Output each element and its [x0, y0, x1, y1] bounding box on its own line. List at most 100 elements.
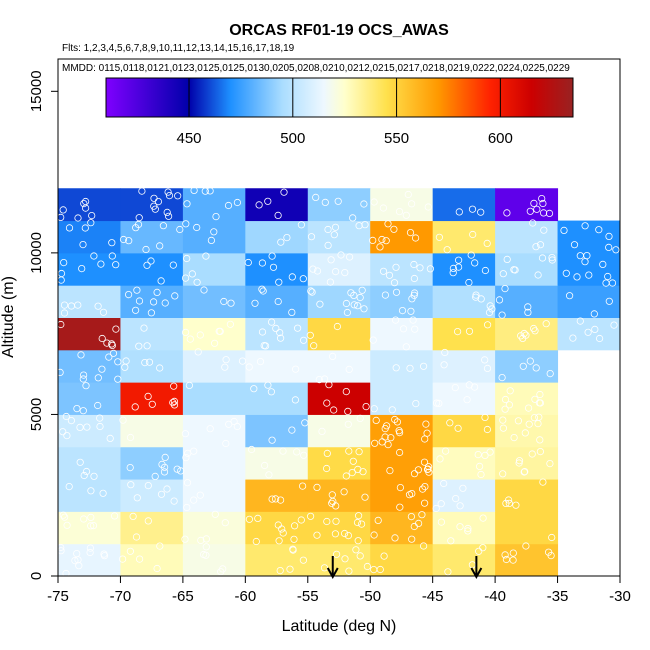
sample-point [536, 436, 544, 444]
sample-point [486, 448, 494, 456]
heatmap-cell [495, 285, 559, 318]
sample-point [183, 503, 191, 512]
sample-point [173, 465, 181, 473]
heatmap-cell [495, 511, 559, 545]
heatmap-cell [370, 382, 434, 415]
heatmap-cell [245, 446, 309, 480]
sample-point [412, 399, 420, 408]
x-tick-label: -65 [172, 588, 194, 605]
sample-point [374, 516, 382, 525]
sample-point [463, 396, 471, 404]
sample-point [197, 536, 205, 545]
sample-point [141, 358, 149, 367]
sample-point [358, 286, 366, 294]
sample-point [548, 256, 556, 264]
sample-point [595, 226, 603, 234]
dates-label: MMDD: 0115,0118,0121,0123,0125,0125,0130… [62, 63, 570, 74]
sample-point [545, 209, 554, 217]
sample-point [272, 324, 280, 332]
sample-point [548, 254, 556, 262]
sample-point [109, 349, 118, 357]
sample-point [425, 468, 433, 476]
sample-point [169, 261, 177, 269]
sample-point [328, 491, 336, 499]
x-tick-label: -70 [110, 588, 132, 605]
sample-point [196, 491, 204, 499]
sample-point [59, 511, 67, 519]
sample-point [147, 257, 155, 265]
sample-point [73, 404, 81, 413]
sample-point [370, 405, 378, 413]
heatmap-cell [245, 188, 309, 222]
sample-point [393, 418, 401, 426]
heatmap-cell [370, 252, 434, 286]
sample-point [576, 317, 584, 325]
heatmap-cell [307, 285, 371, 318]
sample-point [98, 334, 106, 343]
sample-point [360, 305, 368, 313]
sample-point [539, 478, 547, 486]
sample-point [573, 273, 581, 281]
sample-point [182, 328, 190, 336]
sample-point [82, 467, 91, 476]
sample-point [170, 382, 178, 390]
heatmap-cell [58, 285, 121, 318]
sample-point [392, 288, 401, 296]
sample-point [144, 481, 152, 490]
sample-point [423, 429, 431, 437]
heatmap-cell [182, 479, 246, 512]
y-tick-label: 0 [28, 572, 45, 580]
sample-point [312, 193, 320, 201]
sample-point [369, 336, 377, 344]
sample-point [316, 300, 324, 308]
sample-point [546, 459, 554, 468]
sample-point [144, 517, 152, 525]
sample-point [359, 468, 367, 476]
sample-point [604, 272, 612, 281]
sample-point [345, 447, 353, 455]
sample-point [63, 521, 71, 529]
location-arrows [326, 556, 483, 580]
sample-point [372, 416, 380, 424]
sample-point [548, 533, 556, 542]
sample-point [477, 470, 485, 479]
heatmap-cell [307, 543, 371, 577]
sample-point [477, 295, 485, 303]
sample-point [505, 401, 513, 409]
sample-point [380, 552, 388, 560]
sample-point [100, 552, 109, 560]
colorbar-tick-label: 500 [280, 130, 305, 147]
sample-point [183, 479, 192, 487]
sample-point [206, 425, 214, 433]
sample-point [299, 336, 308, 344]
sample-point [157, 277, 165, 285]
sample-point [279, 529, 287, 537]
sample-point [59, 206, 67, 214]
heatmap-cell [120, 479, 184, 512]
y-axis-label: Altitude (m) [0, 276, 17, 358]
sample-point [211, 510, 219, 518]
heatmap-cell [120, 220, 184, 254]
sample-point [531, 395, 539, 403]
sample-point [114, 358, 122, 366]
sample-point [432, 399, 441, 407]
sample-point [315, 375, 323, 384]
sample-point [526, 207, 534, 215]
sample-point [576, 252, 584, 260]
heatmap-cell [495, 317, 559, 351]
sample-point [395, 448, 404, 457]
sample-point [221, 363, 229, 371]
sample-point [258, 259, 266, 267]
sample-point [86, 544, 95, 552]
sample-point [376, 243, 384, 251]
sample-point [156, 364, 164, 372]
sample-point [200, 550, 208, 559]
heatmap-cell [58, 188, 121, 222]
sample-point [269, 263, 278, 271]
sample-point [420, 499, 429, 507]
sample-point [414, 466, 422, 474]
sample-point [499, 470, 507, 478]
sample-point [419, 542, 428, 550]
heatmap-cell [120, 349, 184, 383]
sample-points [56, 186, 620, 578]
